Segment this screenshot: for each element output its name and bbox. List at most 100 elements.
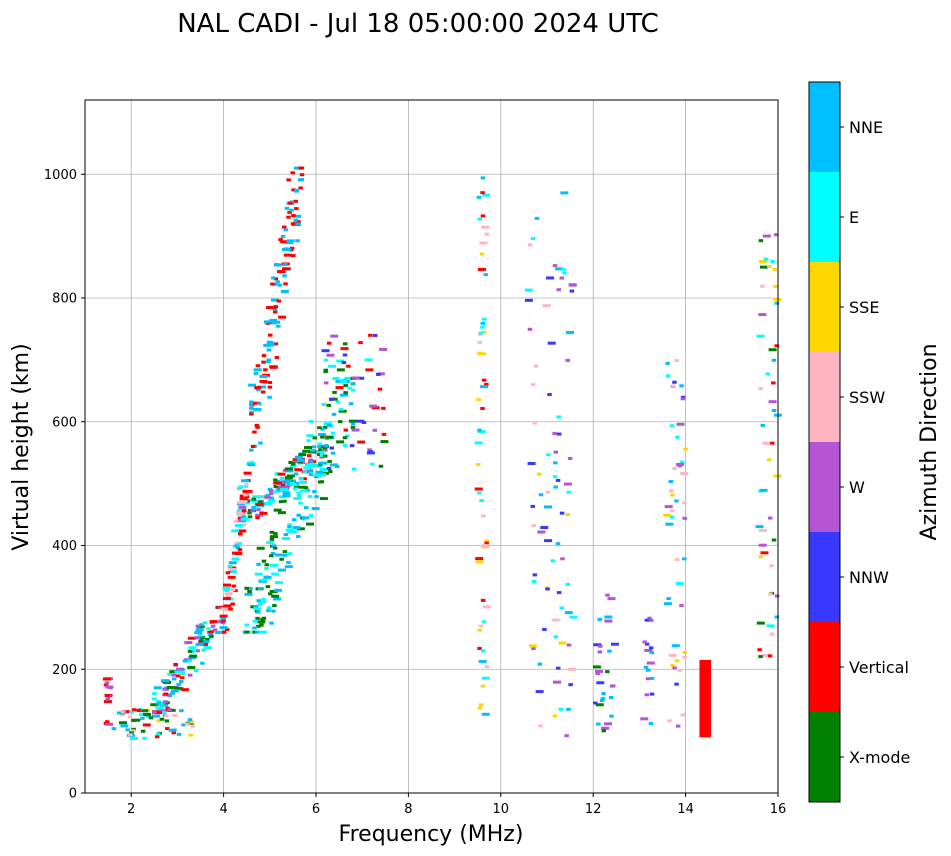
data-point — [544, 539, 553, 543]
data-point — [562, 271, 567, 275]
data-point — [231, 529, 240, 533]
data-point — [252, 626, 257, 630]
data-point — [524, 288, 533, 292]
x-axis-label: Frequency (MHz) — [339, 822, 524, 847]
data-point — [601, 692, 606, 696]
data-point — [607, 649, 612, 653]
data-point — [274, 581, 283, 585]
data-point — [273, 342, 279, 346]
data-point — [530, 504, 536, 508]
data-point — [348, 419, 357, 423]
data-point — [307, 495, 313, 499]
data-point — [479, 499, 484, 503]
data-point — [545, 490, 550, 494]
data-point — [200, 661, 205, 665]
data-point — [255, 513, 264, 517]
data-point — [280, 234, 286, 238]
data-point — [283, 263, 288, 267]
data-point — [595, 669, 604, 673]
data-point — [766, 624, 775, 628]
data-point — [297, 178, 303, 182]
data-point — [773, 233, 779, 237]
data-point — [342, 353, 348, 357]
data-point — [321, 402, 327, 406]
data-point — [273, 532, 278, 536]
data-point — [188, 673, 193, 677]
data-point — [648, 646, 654, 650]
data-point — [300, 460, 305, 464]
data-point — [566, 707, 571, 711]
data-point — [546, 276, 555, 280]
data-point — [271, 321, 277, 325]
y-tick-label: 200 — [52, 663, 77, 678]
colorbar-segment — [809, 442, 840, 532]
data-point — [121, 710, 130, 714]
data-point — [296, 458, 305, 462]
chart-title: NAL CADI - Jul 18 05:00:00 2024 UTC — [177, 9, 659, 39]
data-point — [480, 598, 486, 602]
data-point — [666, 597, 671, 601]
data-point — [296, 166, 301, 170]
data-point — [322, 425, 328, 429]
data-point — [279, 477, 285, 481]
data-point — [317, 432, 326, 436]
data-point — [674, 558, 680, 562]
data-point — [325, 435, 334, 439]
data-point — [329, 397, 338, 401]
data-point — [272, 307, 278, 311]
data-point — [668, 653, 677, 657]
data-point — [308, 458, 313, 462]
data-point — [238, 513, 244, 517]
data-point — [604, 619, 613, 623]
data-point — [194, 631, 203, 635]
data-point — [480, 214, 486, 218]
data-point — [331, 412, 337, 416]
data-point — [478, 331, 484, 335]
data-point — [187, 666, 196, 670]
data-point — [187, 718, 193, 722]
data-point — [336, 359, 345, 363]
data-point — [249, 461, 254, 465]
data-point — [535, 690, 544, 694]
x-tick-label: 2 — [127, 802, 135, 817]
colorbar: X-mode Vertical NNW W SSW SSE E NNE — [808, 81, 910, 803]
data-point — [481, 378, 487, 382]
data-point — [568, 683, 573, 687]
data-point — [664, 505, 673, 509]
data-point — [567, 667, 576, 671]
data-point — [767, 654, 773, 658]
data-point — [202, 621, 208, 625]
data-point — [171, 673, 177, 677]
data-point — [156, 701, 161, 705]
data-point — [322, 448, 328, 452]
data-point — [769, 564, 774, 568]
data-point — [328, 397, 334, 401]
data-point — [550, 559, 555, 563]
data-point — [266, 358, 272, 362]
data-point — [278, 500, 284, 504]
data-point — [768, 400, 777, 404]
data-point — [148, 716, 154, 720]
data-point — [381, 432, 387, 436]
data-point — [102, 677, 111, 681]
data-point — [369, 404, 378, 408]
data-point — [527, 327, 533, 331]
data-point — [259, 511, 268, 515]
data-point — [245, 501, 250, 505]
data-point — [758, 543, 767, 547]
data-point — [223, 604, 232, 608]
data-point — [538, 493, 544, 497]
data-point — [352, 376, 361, 380]
data-point — [286, 248, 292, 252]
data-point — [221, 619, 226, 623]
data-point — [152, 692, 157, 696]
data-point — [237, 502, 246, 506]
data-point — [171, 677, 177, 681]
data-point — [601, 726, 610, 730]
data-point — [178, 680, 184, 684]
data-point — [169, 670, 178, 674]
data-point — [232, 570, 237, 574]
data-point — [282, 225, 287, 229]
data-point — [310, 449, 315, 453]
data-point — [359, 376, 365, 380]
